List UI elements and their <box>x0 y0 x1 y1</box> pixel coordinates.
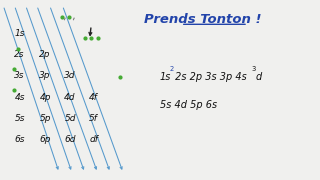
Text: 1s: 1s <box>160 71 172 82</box>
Text: 4s: 4s <box>14 93 25 102</box>
Text: 6p: 6p <box>39 135 51 144</box>
Text: 2p: 2p <box>39 50 51 59</box>
Text: 5s 4d 5p 6s: 5s 4d 5p 6s <box>160 100 217 110</box>
Text: 6d: 6d <box>64 135 76 144</box>
Text: 2s 2p 3s 3p 4s: 2s 2p 3s 3p 4s <box>172 71 250 82</box>
Text: 5p: 5p <box>39 114 51 123</box>
Text: 2: 2 <box>170 66 174 72</box>
Text: ': ' <box>69 17 75 27</box>
Text: 4p: 4p <box>39 93 51 102</box>
Text: df: df <box>89 135 98 144</box>
Text: 4f: 4f <box>89 93 98 102</box>
Text: 2s: 2s <box>14 50 25 59</box>
Text: 3p: 3p <box>39 71 51 80</box>
Text: 5s: 5s <box>14 114 25 123</box>
Text: 5d: 5d <box>64 114 76 123</box>
Text: 3: 3 <box>251 66 255 72</box>
Text: 3d: 3d <box>64 71 76 80</box>
Text: 1s: 1s <box>14 29 25 38</box>
Text: Prends Tonton !: Prends Tonton ! <box>144 13 262 26</box>
Text: ': ' <box>60 17 65 27</box>
Text: d: d <box>256 71 262 82</box>
Text: 3s: 3s <box>14 71 25 80</box>
Text: 6s: 6s <box>14 135 25 144</box>
Text: 5f: 5f <box>89 114 98 123</box>
Text: 4d: 4d <box>64 93 76 102</box>
